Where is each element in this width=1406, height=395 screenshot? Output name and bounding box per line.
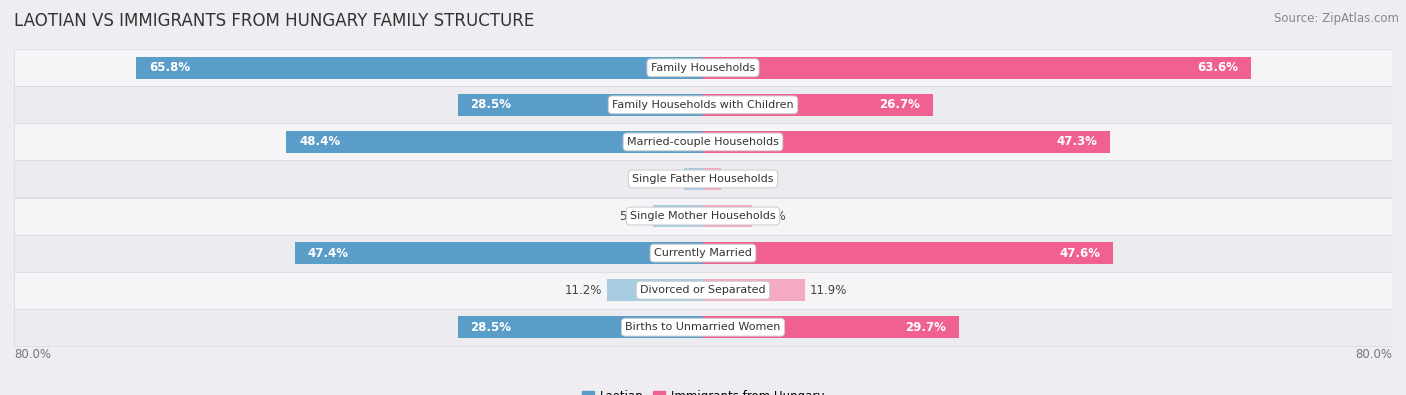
Text: Married-couple Households: Married-couple Households — [627, 137, 779, 147]
Bar — [703, 279, 806, 301]
Bar — [703, 56, 1251, 79]
Bar — [14, 123, 1392, 160]
Text: Divorced or Separated: Divorced or Separated — [640, 285, 766, 295]
Bar — [457, 316, 703, 339]
Bar — [703, 94, 934, 116]
Text: 28.5%: 28.5% — [471, 98, 512, 111]
Text: 47.6%: 47.6% — [1059, 246, 1099, 260]
Bar — [295, 242, 703, 264]
Bar — [685, 168, 703, 190]
Bar — [703, 242, 1114, 264]
Bar — [703, 316, 959, 339]
Bar — [652, 205, 703, 227]
Text: Currently Married: Currently Married — [654, 248, 752, 258]
Bar — [287, 131, 703, 153]
Text: 28.5%: 28.5% — [471, 321, 512, 334]
Text: Source: ZipAtlas.com: Source: ZipAtlas.com — [1274, 12, 1399, 25]
Bar — [14, 49, 1392, 87]
Text: Family Households: Family Households — [651, 63, 755, 73]
Bar — [14, 308, 1392, 346]
Text: 47.3%: 47.3% — [1056, 135, 1098, 149]
Text: 47.4%: 47.4% — [308, 246, 349, 260]
Bar — [14, 87, 1392, 123]
Text: 2.2%: 2.2% — [650, 173, 679, 186]
Bar — [703, 205, 752, 227]
Bar — [14, 235, 1392, 272]
Text: Single Father Households: Single Father Households — [633, 174, 773, 184]
Bar — [14, 198, 1392, 235]
Text: 48.4%: 48.4% — [299, 135, 340, 149]
Text: 80.0%: 80.0% — [1355, 348, 1392, 361]
Text: 11.2%: 11.2% — [565, 284, 602, 297]
Text: LAOTIAN VS IMMIGRANTS FROM HUNGARY FAMILY STRUCTURE: LAOTIAN VS IMMIGRANTS FROM HUNGARY FAMIL… — [14, 12, 534, 30]
Text: 11.9%: 11.9% — [810, 284, 848, 297]
Text: Births to Unmarried Women: Births to Unmarried Women — [626, 322, 780, 332]
Bar — [606, 279, 703, 301]
Text: 65.8%: 65.8% — [149, 61, 190, 74]
Text: 5.7%: 5.7% — [756, 209, 786, 222]
Text: 5.8%: 5.8% — [619, 209, 648, 222]
Text: 63.6%: 63.6% — [1197, 61, 1237, 74]
Text: 29.7%: 29.7% — [905, 321, 946, 334]
Bar — [703, 131, 1111, 153]
Text: 80.0%: 80.0% — [14, 348, 51, 361]
Bar — [14, 272, 1392, 308]
Text: 26.7%: 26.7% — [879, 98, 920, 111]
Text: 2.1%: 2.1% — [725, 173, 755, 186]
Text: Single Mother Households: Single Mother Households — [630, 211, 776, 221]
Legend: Laotian, Immigrants from Hungary: Laotian, Immigrants from Hungary — [578, 385, 828, 395]
Bar — [136, 56, 703, 79]
Text: Family Households with Children: Family Households with Children — [612, 100, 794, 110]
Bar — [457, 94, 703, 116]
Bar — [14, 160, 1392, 198]
Bar — [703, 168, 721, 190]
